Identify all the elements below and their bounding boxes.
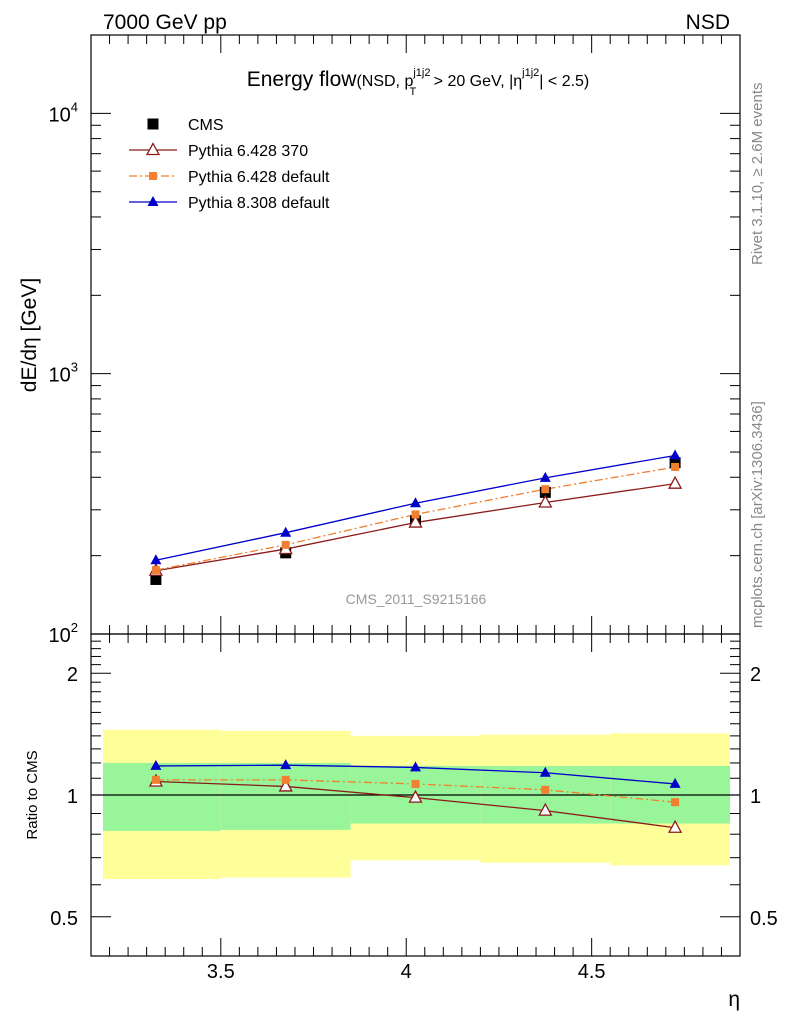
ratio-data-point [669, 777, 681, 788]
ratio-data-point [278, 778, 293, 792]
main-data-point [150, 554, 162, 565]
chart-title-sup2: j1j2 [521, 67, 539, 79]
legend-label: CMS [188, 117, 224, 134]
band-inner [103, 762, 221, 831]
ratio-axis-ticks [90, 633, 741, 957]
legend-marker [147, 196, 159, 206]
main-data-point [280, 526, 292, 537]
main-data-point [671, 463, 680, 472]
chart-title-sub1: T [409, 86, 416, 98]
main-data-point [541, 485, 550, 494]
legend-label: Pythia 8.308 default [188, 195, 330, 212]
ratio-panel: 0.5 0.5 1 1 2 2 3.5 4 4.5 Ratio to CMS η [24, 633, 778, 1011]
rivet-label: Rivet 3.1.10, ≥ 2.6M events [749, 83, 766, 266]
main-data-point [539, 471, 551, 482]
x-tick-label: 3.5 [207, 961, 235, 983]
ratio-data-point [541, 785, 550, 794]
legend-marker [147, 118, 159, 130]
ratio-y-tick-label: 2 [67, 664, 78, 686]
header-right-label: NSD [686, 11, 730, 34]
main-data-point [410, 497, 421, 508]
ratio-series-markers [148, 759, 683, 833]
main-data-point [151, 566, 160, 575]
mcplots-label: mcplots.cern.ch [arXiv:1306.3436] [749, 401, 766, 628]
main-data-point [150, 573, 162, 585]
band-inner [220, 762, 351, 830]
header-left-label: 7000 GeV pp [103, 11, 227, 34]
ratio-data-point [151, 775, 160, 784]
main-y-tick-labels: 102 103 104 [49, 99, 78, 647]
legend-label: Pythia 6.428 370 [188, 143, 308, 160]
ratio-uncertainty-bands [91, 729, 740, 879]
chart-title-sup1: j1j2 [412, 67, 430, 79]
main-axis-ticks [90, 34, 741, 635]
main-data-point [411, 510, 420, 519]
ratio-y-tick-label-right: 0.5 [750, 908, 778, 930]
ratio-y-tick-label-right: 1 [750, 786, 761, 808]
main-data-point [668, 475, 683, 489]
main-series-line [155, 454, 676, 561]
legend-marker [145, 142, 161, 156]
legend-label: Pythia 6.428 default [188, 169, 330, 186]
main-data-point [669, 457, 681, 469]
main-y-tick-label: 102 [49, 620, 78, 647]
chart-title-open: (NSD, p [356, 73, 413, 90]
main-series-markers [148, 449, 683, 585]
ratio-data-point [538, 802, 553, 816]
ratio-y-tick-label: 0.5 [50, 908, 78, 930]
chart-title-mid: > 20 GeV, |η [429, 73, 522, 90]
legend-marker [149, 172, 157, 180]
main-data-point [538, 494, 553, 508]
main-y-tick-label: 103 [49, 360, 78, 387]
watermark-label: CMS_2011_S9215166 [346, 591, 487, 607]
legend: CMS Pythia 6.428 370 Pythia 6.428 default P… [129, 117, 330, 212]
ratio-y-tick-label-right: 2 [750, 664, 761, 686]
ratio-data-point [410, 761, 421, 772]
main-data-point [408, 514, 423, 528]
main-data-point [669, 449, 681, 460]
ratio-x-tick-labels: 3.5 4 4.5 [207, 961, 606, 983]
ratio-data-point [539, 766, 551, 777]
ratio-y-tick-labels: 0.5 0.5 1 1 2 2 [50, 664, 778, 930]
x-axis-label: η [728, 988, 740, 1011]
main-y-axis-label: dE/dη [GeV] [18, 278, 41, 392]
ratio-data-point [408, 789, 423, 803]
chart-title: Energy flow(NSD, pj1j2 T > 20 GeV, |ηj1j2… [247, 67, 590, 98]
main-data-point [281, 540, 290, 549]
ratio-y-tick-label: 1 [67, 786, 78, 808]
ratio-data-point [280, 759, 292, 770]
chart-title-close: | < 2.5) [539, 73, 589, 90]
main-y-tick-label: 104 [49, 99, 78, 126]
ratio-data-point [668, 819, 683, 833]
ratio-frame [90, 633, 741, 957]
x-tick-label: 4.5 [578, 961, 606, 983]
ratio-data-point [411, 779, 420, 788]
ratio-y-axis-label: Ratio to CMS [24, 750, 41, 839]
main-panel: 102 103 104 dE/dη [GeV] Energy flow(NSD, p… [18, 34, 741, 647]
ratio-data-point [150, 759, 162, 770]
ratio-data-point [671, 798, 680, 807]
ratio-data-point [281, 775, 290, 784]
chart-title-main: Energy flow [247, 68, 358, 91]
x-tick-label: 4 [401, 961, 412, 983]
